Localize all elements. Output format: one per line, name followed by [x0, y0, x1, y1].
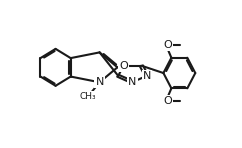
- Text: N: N: [95, 77, 104, 87]
- Text: N: N: [143, 71, 151, 81]
- Text: CH₃: CH₃: [80, 92, 97, 101]
- Text: N: N: [128, 77, 137, 87]
- Text: O: O: [163, 96, 172, 106]
- Text: O: O: [119, 61, 128, 71]
- Text: O: O: [163, 40, 172, 50]
